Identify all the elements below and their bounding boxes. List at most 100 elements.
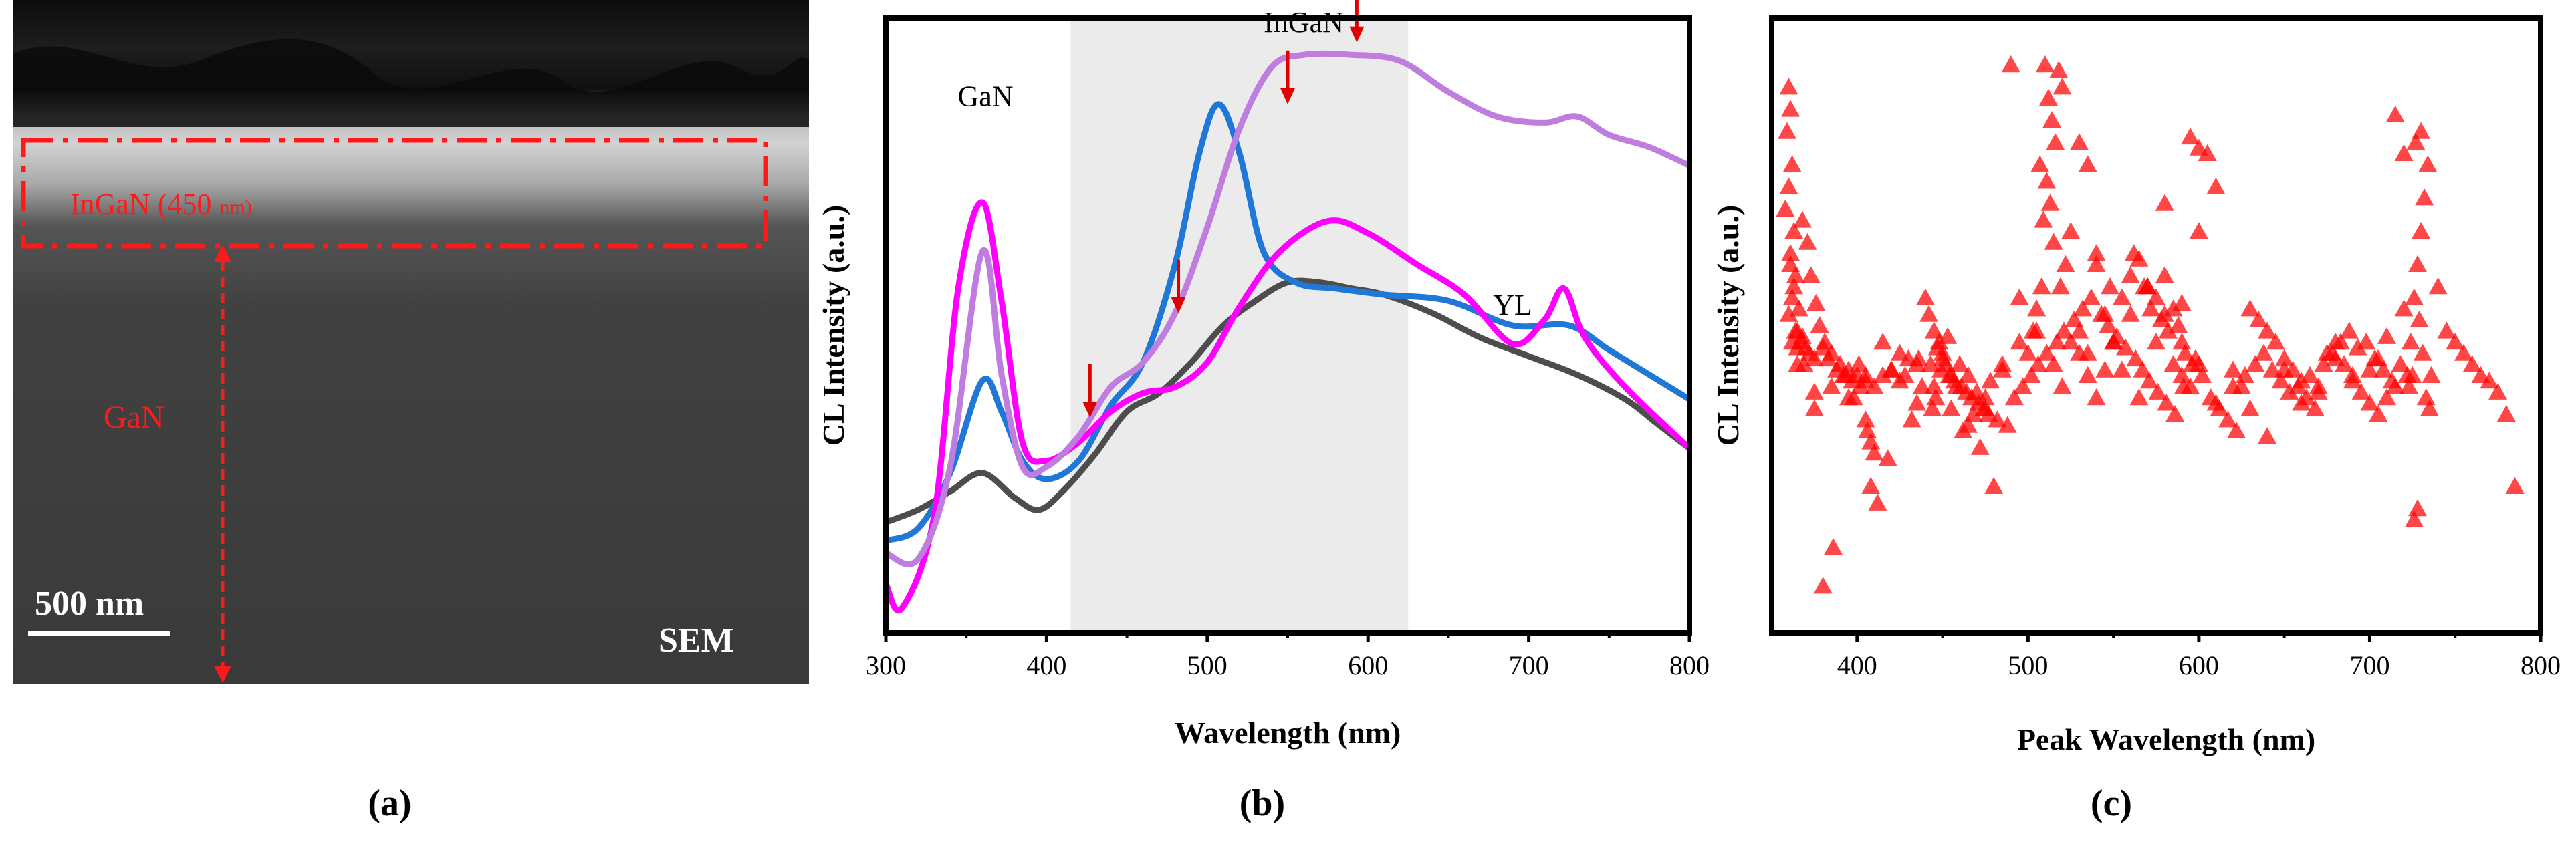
spectra-x-tick-label: 500 bbox=[1187, 650, 1227, 680]
spectrum-series-2 bbox=[886, 101, 1689, 544]
scatter-point bbox=[2404, 288, 2424, 305]
scatter-point bbox=[2087, 244, 2106, 261]
scatter-point bbox=[1784, 277, 1804, 295]
spectrum-series-1 bbox=[886, 277, 1689, 525]
scatter-point bbox=[2289, 377, 2308, 394]
scatter-point bbox=[2271, 372, 2291, 389]
scatter-point bbox=[2249, 310, 2268, 327]
scatter-point bbox=[2081, 288, 2101, 305]
scatter-point bbox=[2053, 78, 2072, 95]
scatter-point bbox=[1782, 288, 1802, 305]
scatter-point bbox=[2165, 404, 2185, 422]
spectrum-series-4 bbox=[886, 50, 1689, 567]
scatter-point bbox=[2148, 382, 2168, 400]
scatter-point bbox=[2061, 333, 2081, 350]
spectra-chart: 300 400 500 600 700 800 GaN InGaN YL Waveleng… bbox=[816, 0, 1710, 750]
scatter-point bbox=[2224, 360, 2242, 378]
scatter-point bbox=[1919, 305, 1939, 322]
scatter-point bbox=[2176, 343, 2195, 361]
scatter-point bbox=[2092, 305, 2111, 322]
scatter-point bbox=[1793, 210, 1812, 228]
scatter-x-tick-label: 800 bbox=[2521, 650, 2561, 680]
scatter-point bbox=[2087, 255, 2106, 272]
scatter-point bbox=[2027, 299, 2046, 317]
scatter-point bbox=[2107, 327, 2127, 344]
scatter-point bbox=[2351, 382, 2371, 400]
scatter-point bbox=[2496, 404, 2516, 422]
scatter-point bbox=[2382, 372, 2402, 389]
scatter-point bbox=[2073, 299, 2093, 317]
scatter-point bbox=[1779, 305, 1798, 322]
scatter-point bbox=[1970, 438, 1990, 455]
scatter-point bbox=[2240, 299, 2260, 317]
scatter-point bbox=[2078, 155, 2097, 172]
scatter-point bbox=[1861, 476, 1881, 494]
scatter-point bbox=[2404, 510, 2424, 527]
scatter-point bbox=[2314, 355, 2333, 372]
scatter-point bbox=[1824, 538, 1843, 555]
scatter-point bbox=[1942, 399, 1961, 416]
panel-label-a: (a) bbox=[368, 783, 411, 824]
scatter-point bbox=[2044, 355, 2063, 372]
scatter-point bbox=[2227, 421, 2246, 438]
scatter-point bbox=[2051, 277, 2070, 295]
peak-arrowhead-4 bbox=[1349, 26, 1365, 43]
spectra-annotation-ingan: InGaN bbox=[1264, 6, 1344, 39]
scatter-point bbox=[2049, 61, 2069, 78]
scatter-point bbox=[2087, 388, 2106, 406]
scatter-point bbox=[2138, 277, 2157, 295]
scatter-point bbox=[2394, 299, 2414, 317]
scatter-point bbox=[2121, 305, 2140, 322]
scatter-point bbox=[1778, 122, 1796, 139]
scatter-point bbox=[1865, 377, 1884, 394]
scatter-point bbox=[2172, 333, 2192, 350]
scatter-point bbox=[2437, 321, 2456, 339]
ingan-region-box bbox=[21, 138, 768, 249]
scatter-point bbox=[2141, 299, 2161, 317]
scatter-point bbox=[1776, 199, 1795, 217]
scatter-point bbox=[2039, 88, 2058, 106]
scatter-point bbox=[2172, 366, 2192, 383]
scatter-point bbox=[2157, 394, 2176, 411]
scatter-point bbox=[2070, 343, 2089, 361]
scatter-point bbox=[2155, 266, 2174, 283]
scatter-point bbox=[2210, 399, 2229, 416]
scatter-point bbox=[2018, 343, 2038, 361]
scatter-point bbox=[1858, 421, 1877, 438]
scatter-point bbox=[1861, 432, 1881, 450]
scatter-point bbox=[2418, 155, 2438, 172]
scatter-point bbox=[2335, 355, 2354, 372]
scatter-point bbox=[2155, 305, 2174, 322]
scatter-point bbox=[2428, 277, 2448, 295]
scatter-point bbox=[2331, 333, 2350, 350]
scatter-point bbox=[1878, 449, 1897, 466]
scatter-point bbox=[1868, 493, 1887, 511]
peak-arrowhead-3 bbox=[1280, 88, 1295, 104]
scatter-plot-frame bbox=[1769, 15, 2543, 636]
scatter-point bbox=[1984, 476, 2004, 494]
spectra-annotation-gan: GaN bbox=[958, 80, 1014, 112]
scatter-point bbox=[2406, 133, 2426, 150]
scatter-point bbox=[2274, 349, 2294, 367]
scatter-point bbox=[2022, 366, 2041, 383]
scatter-point bbox=[1815, 333, 1835, 350]
scatter-point bbox=[1851, 377, 1870, 394]
scatter-point bbox=[2112, 360, 2131, 378]
scatter-point bbox=[2343, 372, 2362, 389]
sem-tag: SEM bbox=[659, 621, 734, 660]
scatter-point bbox=[2044, 233, 2063, 250]
scatter-point bbox=[2394, 144, 2414, 161]
scatter-point bbox=[1781, 244, 1800, 261]
scatter-point bbox=[2224, 377, 2242, 394]
scatter-point bbox=[1806, 293, 1826, 311]
scatter-point bbox=[2480, 372, 2499, 389]
scatter-point bbox=[2116, 338, 2135, 356]
scatter-point bbox=[2032, 277, 2051, 295]
scatter-point bbox=[1822, 377, 1841, 394]
scatter-point bbox=[2240, 399, 2260, 416]
scatter-y-axis-title: CL Intensity (a.u.) bbox=[1711, 205, 1745, 446]
scatter-point bbox=[2454, 343, 2473, 361]
scatter-point bbox=[2035, 55, 2055, 73]
scatter-point bbox=[2037, 172, 2057, 189]
